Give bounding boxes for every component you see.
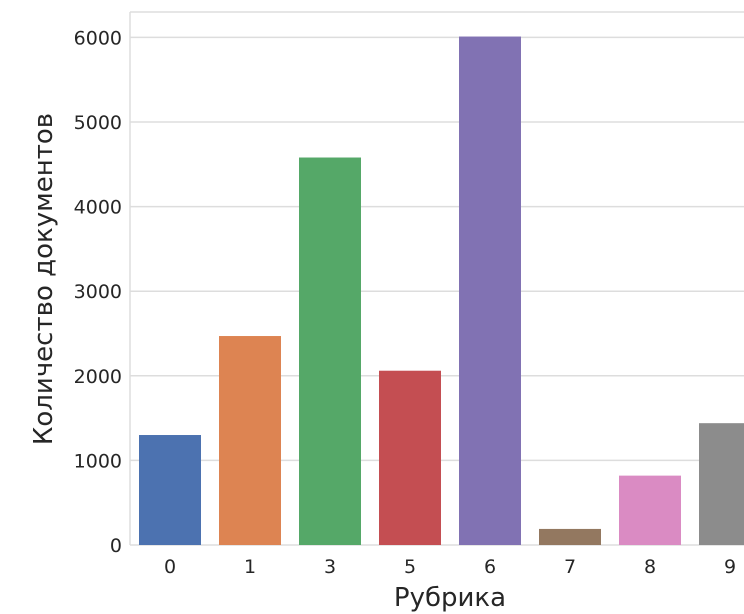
x-tick-label: 8 — [644, 556, 656, 578]
x-axis-label: Рубрика — [394, 583, 506, 613]
x-tick-label: 0 — [164, 556, 176, 578]
y-axis-label: Количество документов — [29, 113, 59, 445]
y-tick-label: 4000 — [74, 197, 122, 219]
x-tick-label: 9 — [724, 556, 736, 578]
bar-1 — [219, 336, 281, 545]
x-tick-label: 3 — [324, 556, 336, 578]
x-tick-label: 1 — [244, 556, 256, 578]
bar-3 — [299, 157, 361, 545]
y-tick-labels: 0 1000 2000 3000 4000 5000 6000 — [74, 27, 122, 557]
y-tick-label: 3000 — [74, 281, 122, 303]
y-tick-label: 6000 — [74, 27, 122, 49]
y-tick-label: 5000 — [74, 112, 122, 134]
bar-7 — [539, 528, 601, 545]
y-tick-label: 1000 — [74, 450, 122, 472]
bar-0 — [139, 435, 201, 545]
bars — [139, 36, 744, 546]
x-tick-label: 6 — [484, 556, 496, 578]
bar-6 — [459, 36, 521, 546]
x-tick-label: 5 — [404, 556, 416, 578]
bar-5 — [379, 370, 441, 545]
bar-9 — [699, 423, 744, 545]
y-tick-label: 0 — [110, 535, 122, 557]
y-tick-label: 2000 — [74, 366, 122, 388]
bar-8 — [619, 475, 681, 545]
x-tick-labels: 0 1 3 5 6 7 8 9 — [164, 556, 736, 578]
x-tick-label: 7 — [564, 556, 576, 578]
